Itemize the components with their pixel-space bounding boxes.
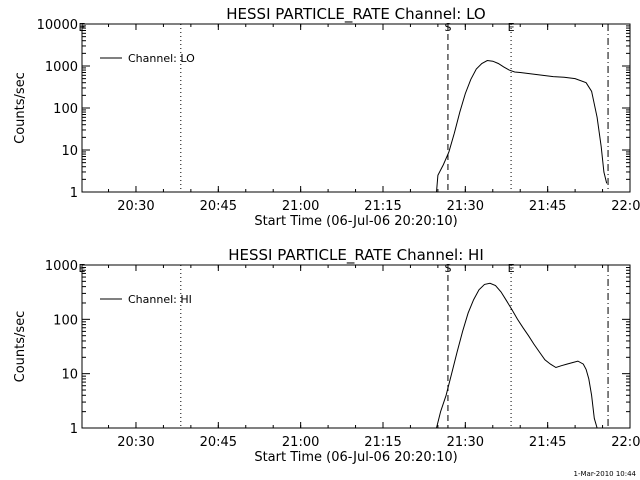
- x-tick-label: 21:15: [364, 435, 401, 450]
- x-axis-label: Start Time (06-Jul-06 20:20:10): [254, 450, 457, 465]
- event-marker-label: S: [444, 262, 451, 275]
- legend-label: Channel: LO: [128, 52, 195, 65]
- x-tick-label: 21:30: [447, 199, 484, 214]
- chart-title: HESSI PARTICLE_RATE Channel: HI: [228, 246, 484, 265]
- y-tick-label: 1: [70, 422, 78, 437]
- x-tick-label: 22:00: [611, 435, 640, 450]
- x-tick-label: 20:30: [117, 435, 154, 450]
- y-tick-label: 100: [53, 102, 78, 117]
- x-tick-label: 20:30: [117, 199, 154, 214]
- x-tick-label: 21:45: [529, 199, 566, 214]
- chart-title: HESSI PARTICLE_RATE Channel: LO: [226, 5, 485, 24]
- timestamp: 1-Mar-2010 10:44: [573, 470, 636, 478]
- event-marker-label: E: [79, 262, 86, 275]
- chart-panel-1: HESSI PARTICLE_RATE Channel: HI Counts/se…: [13, 246, 640, 465]
- y-tick-label: 10: [61, 144, 78, 159]
- event-marker-label: S: [444, 21, 451, 34]
- event-marker-label: E: [508, 21, 515, 34]
- legend-label: Channel: HI: [128, 293, 192, 306]
- y-tick-label: 100: [53, 313, 78, 328]
- y-tick-label: 1000: [45, 259, 78, 274]
- y-tick-label: 1: [70, 186, 78, 201]
- series-line-0: [436, 282, 598, 429]
- x-tick-label: 21:30: [447, 435, 484, 450]
- y-axis-label: Counts/sec: [13, 72, 28, 144]
- x-tick-label: 22:00: [611, 199, 640, 214]
- event-marker-label: E: [508, 262, 515, 275]
- x-tick-label: 21:00: [282, 199, 319, 214]
- x-tick-label: 21:15: [364, 199, 401, 214]
- y-tick-label: 10: [61, 368, 78, 383]
- x-axis-label: Start Time (06-Jul-06 20:20:10): [254, 214, 457, 229]
- x-tick-label: 21:45: [529, 435, 566, 450]
- series-line-0: [436, 59, 608, 193]
- x-tick-label: 21:00: [282, 435, 319, 450]
- chart-panel-0: HESSI PARTICLE_RATE Channel: LO Counts/se…: [13, 5, 640, 229]
- plot-frame: [81, 23, 631, 193]
- y-axis-label: Counts/sec: [13, 311, 28, 383]
- plot-frame: [81, 264, 631, 429]
- event-marker-label: E: [79, 21, 86, 34]
- x-tick-label: 20:45: [200, 199, 237, 214]
- y-tick-label: 1000: [45, 60, 78, 75]
- x-tick-label: 20:45: [200, 435, 237, 450]
- y-tick-label: 10000: [37, 18, 78, 33]
